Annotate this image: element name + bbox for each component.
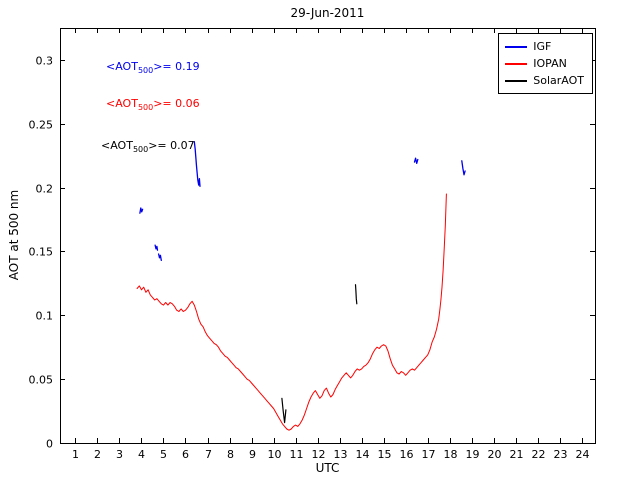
x-tick-label: 22 bbox=[532, 448, 546, 461]
x-tick-label: 2 bbox=[94, 448, 101, 461]
series-IGF bbox=[157, 253, 162, 262]
y-tick-label: 0.05 bbox=[29, 374, 54, 387]
x-tick-label: 21 bbox=[510, 448, 524, 461]
plot-frame bbox=[60, 28, 596, 444]
legend-entry: SolarAOT bbox=[505, 72, 584, 89]
x-tick-label: 8 bbox=[227, 448, 234, 461]
legend-label: SolarAOT bbox=[533, 74, 584, 87]
annotation-text-post: >= 0.06 bbox=[153, 97, 200, 110]
legend-label: IOPAN bbox=[533, 57, 567, 70]
x-tick-label: 5 bbox=[160, 448, 167, 461]
y-tick-label: 0.1 bbox=[36, 310, 54, 323]
y-tick-label: 0.3 bbox=[36, 55, 54, 68]
series-IGF bbox=[193, 140, 201, 187]
x-tick-label: 10 bbox=[268, 448, 282, 461]
series-SolarAOT bbox=[354, 284, 358, 305]
x-tick-label: 12 bbox=[312, 448, 326, 461]
x-tick-label: 9 bbox=[249, 448, 256, 461]
legend-line-sample bbox=[505, 62, 528, 65]
y-tick-label: 0.15 bbox=[29, 246, 54, 259]
mean-aot-annotation-solaraot: <AOT500>= 0.07 bbox=[101, 139, 195, 154]
x-tick-label: 17 bbox=[422, 448, 436, 461]
x-tick-label: 6 bbox=[182, 448, 189, 461]
annotation-text-post: >= 0.19 bbox=[153, 60, 200, 73]
x-tick-label: 24 bbox=[576, 448, 590, 461]
x-tick-label: 14 bbox=[356, 448, 370, 461]
x-tick-label: 7 bbox=[205, 448, 212, 461]
chart-title: 29-Jun-2011 bbox=[290, 6, 365, 20]
annotation-subscript: 500 bbox=[132, 145, 149, 155]
y-tick-label: 0.25 bbox=[29, 119, 54, 132]
mean-aot-annotation-iopan: <AOT500>= 0.06 bbox=[106, 97, 200, 112]
x-axis-label: UTC bbox=[315, 461, 340, 475]
annotation-text-post: >= 0.07 bbox=[148, 139, 195, 152]
x-tick-label: 18 bbox=[444, 448, 458, 461]
legend-rows: IGF IOPAN SolarAOT bbox=[505, 38, 584, 89]
legend-line-sample bbox=[505, 79, 528, 82]
x-tick-label: 16 bbox=[400, 448, 414, 461]
x-tick-label: 15 bbox=[378, 448, 392, 461]
annotation-subscript: 500 bbox=[137, 66, 154, 76]
x-tick-label: 23 bbox=[554, 448, 568, 461]
annotation-text-pre: <AOT bbox=[101, 139, 133, 152]
y-axis-label: AOT at 500 nm bbox=[7, 189, 21, 281]
legend-label: IGF bbox=[533, 40, 552, 53]
series-IGF bbox=[461, 160, 466, 176]
x-tick-label: 20 bbox=[488, 448, 502, 461]
x-tick-label: 4 bbox=[138, 448, 145, 461]
x-tick-label: 13 bbox=[334, 448, 348, 461]
y-tick-label: 0.2 bbox=[36, 183, 54, 196]
series-SolarAOT bbox=[281, 397, 287, 424]
legend-box: IGF IOPAN SolarAOT bbox=[498, 33, 593, 94]
series-IOPAN bbox=[136, 193, 447, 431]
annotation-text-pre: <AOT bbox=[106, 97, 138, 110]
x-tick-label: 1 bbox=[72, 448, 79, 461]
series-IGF bbox=[154, 244, 159, 251]
series-IGF bbox=[139, 207, 144, 214]
legend-entry: IGF bbox=[505, 38, 584, 55]
legend-entry: IOPAN bbox=[505, 55, 584, 72]
annotation-text-pre: <AOT bbox=[106, 60, 138, 73]
legend-line-sample bbox=[505, 45, 528, 48]
x-tick-label: 19 bbox=[466, 448, 480, 461]
series-IGF bbox=[413, 157, 419, 165]
annotation-subscript: 500 bbox=[137, 103, 154, 113]
x-tick-label: 3 bbox=[116, 448, 123, 461]
mean-aot-annotation-igf: <AOT500>= 0.19 bbox=[106, 60, 200, 75]
x-tick-label: 11 bbox=[290, 448, 304, 461]
y-tick-label: 0 bbox=[46, 438, 53, 451]
